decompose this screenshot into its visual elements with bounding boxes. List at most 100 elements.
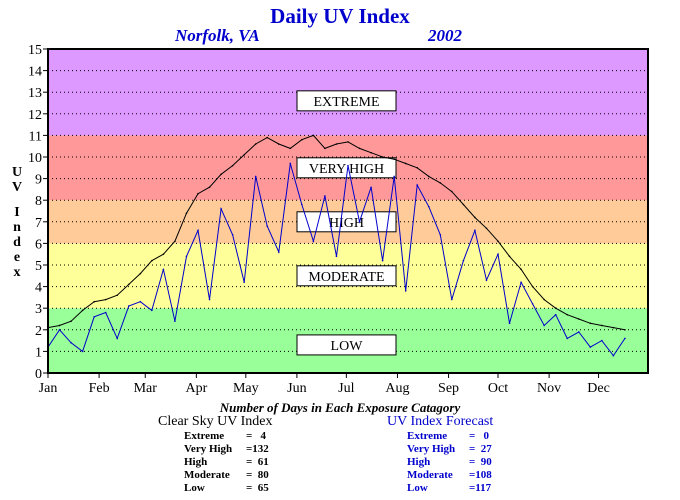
band-label: HIGH — [329, 216, 364, 231]
data-point-clear-sky — [462, 203, 465, 206]
chart-year: 2002 — [427, 26, 463, 45]
data-point-clear-sky — [577, 318, 580, 320]
forecast-stats-title: UV Index Forecast — [387, 414, 494, 429]
data-point-clear-sky — [347, 141, 349, 143]
x-tick-label: May — [233, 381, 259, 396]
clear-sky-stats-title: Clear Sky UV Index — [158, 414, 273, 429]
data-point-clear-sky — [151, 259, 153, 262]
data-point-clear-sky — [93, 300, 95, 303]
x-tick-label: Dec — [587, 381, 610, 396]
y-tick-label: 3 — [35, 302, 42, 317]
y-tick-label: 11 — [29, 129, 42, 144]
y-tick-label: 1 — [35, 345, 42, 360]
data-point-clear-sky — [485, 227, 488, 230]
data-point-forecast — [612, 354, 615, 357]
y-axis-label-char: d — [13, 235, 21, 250]
band-label: MODERATE — [308, 270, 384, 285]
stats-row-value: = 27 — [469, 443, 492, 455]
y-tick-label: 9 — [35, 173, 42, 188]
stats-row: Moderate = 80 — [158, 469, 272, 482]
data-point-clear-sky — [497, 240, 499, 243]
data-point-forecast — [220, 208, 222, 210]
data-point-clear-sky — [624, 329, 626, 331]
data-point-clear-sky — [381, 156, 384, 158]
data-point-forecast — [531, 303, 534, 305]
data-point-forecast — [589, 346, 592, 348]
stats-row-value: = 4 — [246, 430, 267, 442]
data-point-clear-sky — [116, 294, 119, 297]
y-axis-label-char: I — [14, 205, 19, 220]
data-point-forecast — [416, 184, 419, 186]
data-point-forecast — [347, 164, 349, 167]
stats-row-label: Low — [184, 482, 205, 494]
data-point-forecast — [81, 350, 84, 353]
x-tick-labels: Jan Feb Mar Apr May Jun Jul Aug Sep Oct Nov Dec — [39, 373, 610, 396]
chart-location: Norfolk, VA — [174, 26, 260, 45]
data-point-forecast — [381, 259, 384, 262]
data-point-forecast — [139, 300, 142, 303]
data-point-clear-sky — [358, 147, 361, 150]
data-point-forecast — [520, 281, 522, 284]
x-tick-label: Jun — [287, 381, 306, 396]
stats-row: High = 90 — [387, 456, 493, 469]
stats-row-value: = 65 — [246, 482, 269, 494]
data-point-clear-sky — [139, 272, 142, 275]
data-point-forecast — [162, 268, 165, 271]
stats-row-value: = 0 — [469, 430, 490, 442]
stats-row-label: High — [184, 456, 208, 468]
data-point-clear-sky — [174, 240, 176, 243]
x-tick-label: Jan — [39, 381, 58, 396]
x-tick-label: Sep — [438, 381, 459, 396]
plot-frame — [47, 48, 649, 374]
y-tick-label: 6 — [35, 237, 42, 252]
data-point-forecast — [301, 203, 303, 206]
band-label-box — [296, 334, 397, 356]
data-point-clear-sky — [520, 268, 522, 271]
data-point-clear-sky — [81, 309, 84, 312]
data-point-clear-sky — [312, 134, 315, 137]
y-tick-label: 14 — [28, 65, 42, 80]
y-tick-label: 5 — [35, 259, 42, 274]
x-tick-label: Aug — [385, 381, 409, 396]
data-point-forecast — [243, 281, 245, 284]
data-point-clear-sky — [554, 307, 557, 310]
data-point-forecast — [485, 279, 488, 281]
data-point-forecast — [393, 175, 395, 178]
data-point-clear-sky — [254, 143, 257, 145]
axes — [47, 48, 649, 374]
data-point-clear-sky — [277, 143, 280, 145]
data-point-clear-sky — [324, 147, 326, 150]
data-point-forecast — [116, 337, 119, 340]
data-point-clear-sky — [162, 253, 165, 255]
data-point-forecast — [197, 229, 199, 232]
data-point-clear-sky — [266, 136, 269, 139]
x-tick-label: Nov — [537, 381, 561, 396]
y-axis-label-char: x — [14, 265, 21, 280]
y-tick-label: 12 — [28, 108, 42, 123]
stats-row-label: Very High — [184, 443, 233, 455]
data-point-forecast — [231, 233, 234, 236]
stats-row: Extreme = 4 — [158, 430, 272, 443]
stats-row: High = 61 — [158, 456, 272, 469]
stats-row-label: Moderate — [407, 469, 453, 481]
stats-row-value: =117 — [469, 482, 492, 494]
data-point-clear-sky — [220, 173, 222, 176]
stats-row-label: Extreme — [184, 430, 225, 442]
stats-row: Low = 65 — [158, 482, 272, 495]
data-point-clear-sky — [197, 192, 199, 195]
data-point-forecast — [104, 311, 107, 314]
data-point-forecast — [508, 322, 511, 325]
data-point-clear-sky — [289, 147, 292, 150]
stats-row: Low =117 — [387, 482, 493, 495]
chart-title: Daily UV Index — [270, 4, 410, 28]
band-label-box — [296, 211, 397, 233]
stats-row-value: = 90 — [469, 456, 492, 468]
data-point-clear-sky — [439, 182, 442, 184]
data-point-forecast — [127, 305, 130, 307]
data-point-forecast — [543, 324, 545, 327]
data-point-clear-sky — [370, 151, 372, 154]
stats-row-label: Very High — [407, 443, 456, 455]
data-point-forecast — [312, 240, 315, 243]
